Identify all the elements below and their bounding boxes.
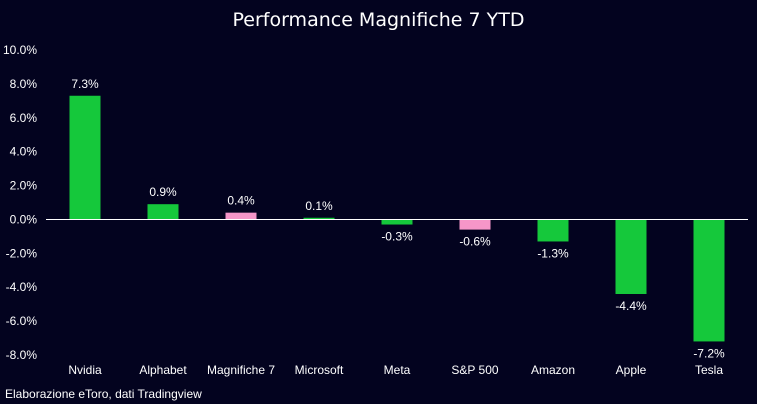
- x-tick-label: Magnifiche 7: [207, 363, 275, 377]
- data-label: -7.2%: [693, 346, 725, 360]
- x-axis: Nvidia Alphabet Magnifiche 7 Microsoft Meta S…: [68, 363, 723, 377]
- y-tick-label: 8.0%: [10, 77, 38, 91]
- y-tick-label: -2.0%: [6, 246, 38, 260]
- data-label: 0.9%: [149, 185, 177, 199]
- data-label: -0.6%: [459, 235, 491, 249]
- bar-chart: 10.0% 8.0% 6.0% 4.0% 2.0% 0.0% -2.0% -4.0% -6.0%…: [0, 0, 757, 404]
- y-tick-label: 6.0%: [10, 111, 38, 125]
- y-tick-label: 2.0%: [10, 179, 38, 193]
- bar-tesla: [694, 219, 725, 341]
- data-label: -0.3%: [381, 230, 413, 244]
- bar-amazon: [538, 219, 569, 241]
- y-tick-label: -8.0%: [6, 348, 38, 362]
- x-tick-label: Microsoft: [295, 363, 344, 377]
- x-tick-label: Tesla: [695, 363, 723, 377]
- x-tick-label: Nvidia: [68, 363, 102, 377]
- source-note: Elaborazione eToro, dati Tradingview: [5, 387, 202, 401]
- y-tick-label: 0.0%: [10, 212, 38, 226]
- x-tick-label: Meta: [384, 363, 411, 377]
- y-tick-label: 4.0%: [10, 145, 38, 159]
- data-label: 7.3%: [71, 77, 99, 91]
- x-tick-label: Amazon: [531, 363, 575, 377]
- data-label: 0.4%: [227, 194, 255, 208]
- bar-apple: [616, 219, 647, 294]
- x-tick-label: Apple: [616, 363, 647, 377]
- bar-nvidia: [70, 96, 101, 220]
- y-tick-label: -6.0%: [6, 314, 38, 328]
- y-axis: 10.0% 8.0% 6.0% 4.0% 2.0% 0.0% -2.0% -4.0% -6.0%…: [3, 43, 37, 362]
- bar-meta: [382, 219, 413, 224]
- bar-magnifiche-7: [226, 213, 257, 220]
- data-label: -1.3%: [537, 246, 569, 260]
- y-tick-label: -4.0%: [6, 280, 38, 294]
- x-tick-label: Alphabet: [139, 363, 187, 377]
- bar-s-p-500: [460, 219, 491, 229]
- data-label: -4.4%: [615, 299, 647, 313]
- bar-alphabet: [148, 204, 179, 219]
- data-label: 0.1%: [305, 199, 333, 213]
- x-tick-label: S&P 500: [451, 363, 498, 377]
- y-tick-label: 10.0%: [3, 43, 37, 57]
